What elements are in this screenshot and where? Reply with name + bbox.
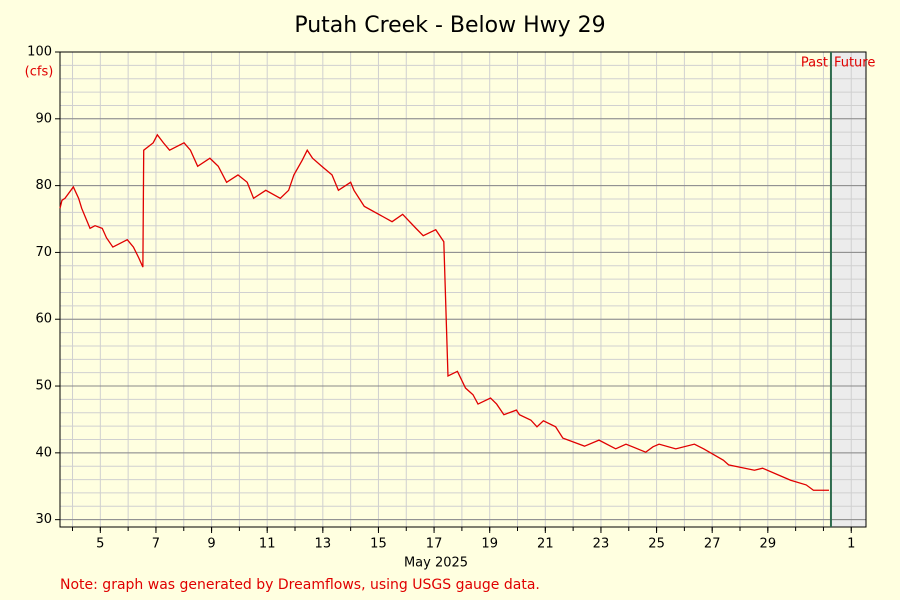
y-tick-label: 30 [35,512,52,527]
x-tick-label: 9 [207,537,215,552]
x-tick-label: 21 [537,537,554,552]
x-tick-label: 27 [704,537,721,552]
x-tick-label: 15 [370,537,387,552]
y-tick-label: 40 [35,445,52,460]
x-tick-label: 7 [152,537,160,552]
x-tick-label: 25 [648,537,665,552]
future-region [830,52,866,527]
y-tick-label: 80 [35,178,52,193]
x-tick-label: 17 [426,537,443,552]
flow-line [59,133,830,491]
chart-title: Putah Creek - Below Hwy 29 [294,13,605,38]
future-label: Future [834,56,875,71]
x-axis-label: May 2025 [404,556,468,571]
x-tick-label: 1 [847,537,855,552]
plot-frame [59,51,867,528]
y-tick-label: 60 [35,312,52,327]
past-label: Past [801,56,828,71]
y-axis-label: (cfs) [25,65,54,80]
x-tick-label: 23 [593,537,610,552]
x-tick-label: 5 [96,537,104,552]
note: Note: graph was generated by Dreamflows,… [60,577,540,593]
x-tick-label: 11 [259,537,276,552]
y-tick-label: 100 [27,45,52,60]
x-tick-label: 13 [315,537,332,552]
y-tick-label: 50 [35,379,52,394]
x-tick-label: 19 [481,537,498,552]
y-tick-label: 90 [35,111,52,126]
y-tick-label: 70 [35,245,52,260]
x-tick-label: 29 [760,537,777,552]
